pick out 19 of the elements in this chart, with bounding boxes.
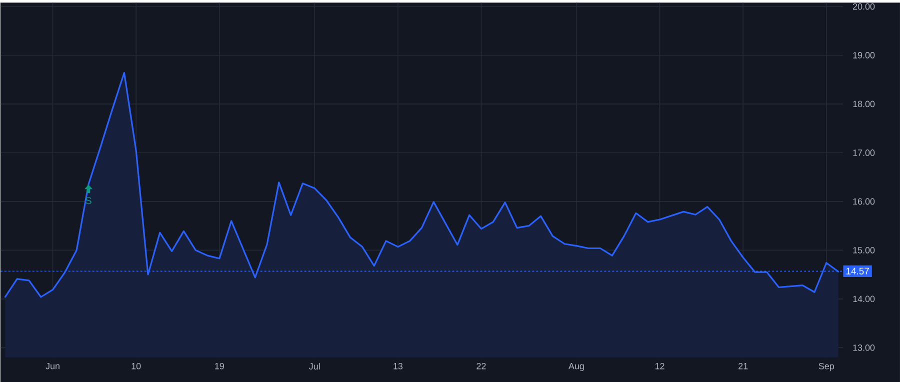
x-tick-label: Aug xyxy=(568,362,584,371)
x-tick-label: Sep xyxy=(818,362,834,371)
y-tick-label: 15.00 xyxy=(853,246,875,254)
x-tick-label: Jul xyxy=(309,362,320,370)
x-tick-label: 22 xyxy=(476,362,486,370)
x-tick-label: Jun xyxy=(46,362,60,370)
y-tick-label: 19.00 xyxy=(853,52,875,58)
x-tick-label: 13 xyxy=(394,362,403,370)
y-tick-label: 18.00 xyxy=(853,100,875,107)
x-tick-label: 12 xyxy=(655,362,664,370)
x-tick-label: 21 xyxy=(738,362,748,370)
y-tick-label: 17.00 xyxy=(853,149,875,156)
y-tick-label: 20.00 xyxy=(853,3,875,10)
x-tick-label: 19 xyxy=(215,362,224,370)
x-tick-label: 10 xyxy=(132,362,141,370)
y-tick-label: 14.00 xyxy=(853,296,875,302)
y-tick-label: 16.00 xyxy=(853,198,875,204)
ref-line-label: 14.57 xyxy=(846,268,869,274)
y-tick-label: 13.00 xyxy=(853,344,875,351)
